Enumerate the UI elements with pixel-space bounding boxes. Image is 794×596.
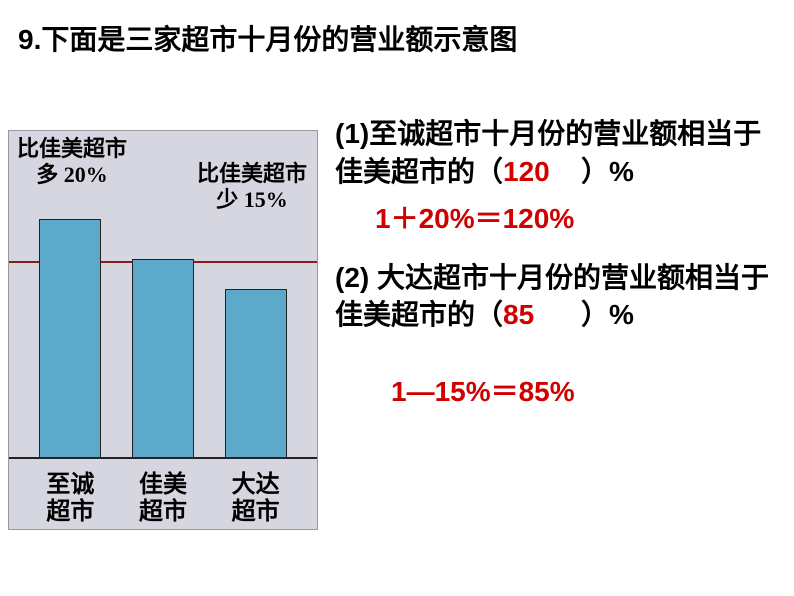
bar-zhicheng xyxy=(39,219,101,459)
annotation-line: 多 20% xyxy=(17,162,127,188)
label-line: 超市 xyxy=(39,499,101,525)
bar-dada xyxy=(225,289,287,459)
label-line: 佳美 xyxy=(132,472,194,498)
bar-chart: 比佳美超市 多 20% 比佳美超市 少 15% 至诚 超市 佳美 超市 大达 超… xyxy=(8,130,318,530)
bar-jiamei xyxy=(132,259,194,459)
annotation-line: 比佳美超市 xyxy=(17,136,127,162)
bar-label: 至诚 超市 xyxy=(39,472,101,525)
annotation-line: 比佳美超市 xyxy=(197,161,307,187)
bar-label: 大达 超市 xyxy=(225,472,287,525)
chart-annotation-more: 比佳美超市 多 20% xyxy=(17,136,127,189)
bar-label: 佳美 超市 xyxy=(132,472,194,525)
page-title: 9.下面是三家超市十月份的营业额示意图 xyxy=(18,18,517,58)
labels-container: 至诚 超市 佳美 超市 大达 超市 xyxy=(9,472,317,525)
text-area: (1)至诚超市十月份的营业额相当于佳美超市的（120）% 1＋20%＝120% … xyxy=(335,115,780,410)
q2-text-b: ）% xyxy=(581,299,634,330)
q1-working: 1＋20%＝120% xyxy=(375,197,780,237)
label-line: 超市 xyxy=(225,499,287,525)
q1-text-b: ）% xyxy=(581,156,634,187)
question-1: (1)至诚超市十月份的营业额相当于佳美超市的（120）% xyxy=(335,115,780,191)
question-2: (2) 大达超市十月份的营业额相当于佳美超市的（85）% xyxy=(335,259,780,335)
q1-answer: 120 xyxy=(503,153,581,191)
bars-container xyxy=(9,199,317,459)
q2-working: 1—15%＝85% xyxy=(391,370,780,410)
label-line: 至诚 xyxy=(39,472,101,498)
q2-answer: 85 xyxy=(503,296,581,334)
x-axis xyxy=(9,457,317,459)
label-line: 大达 xyxy=(225,472,287,498)
label-line: 超市 xyxy=(132,499,194,525)
